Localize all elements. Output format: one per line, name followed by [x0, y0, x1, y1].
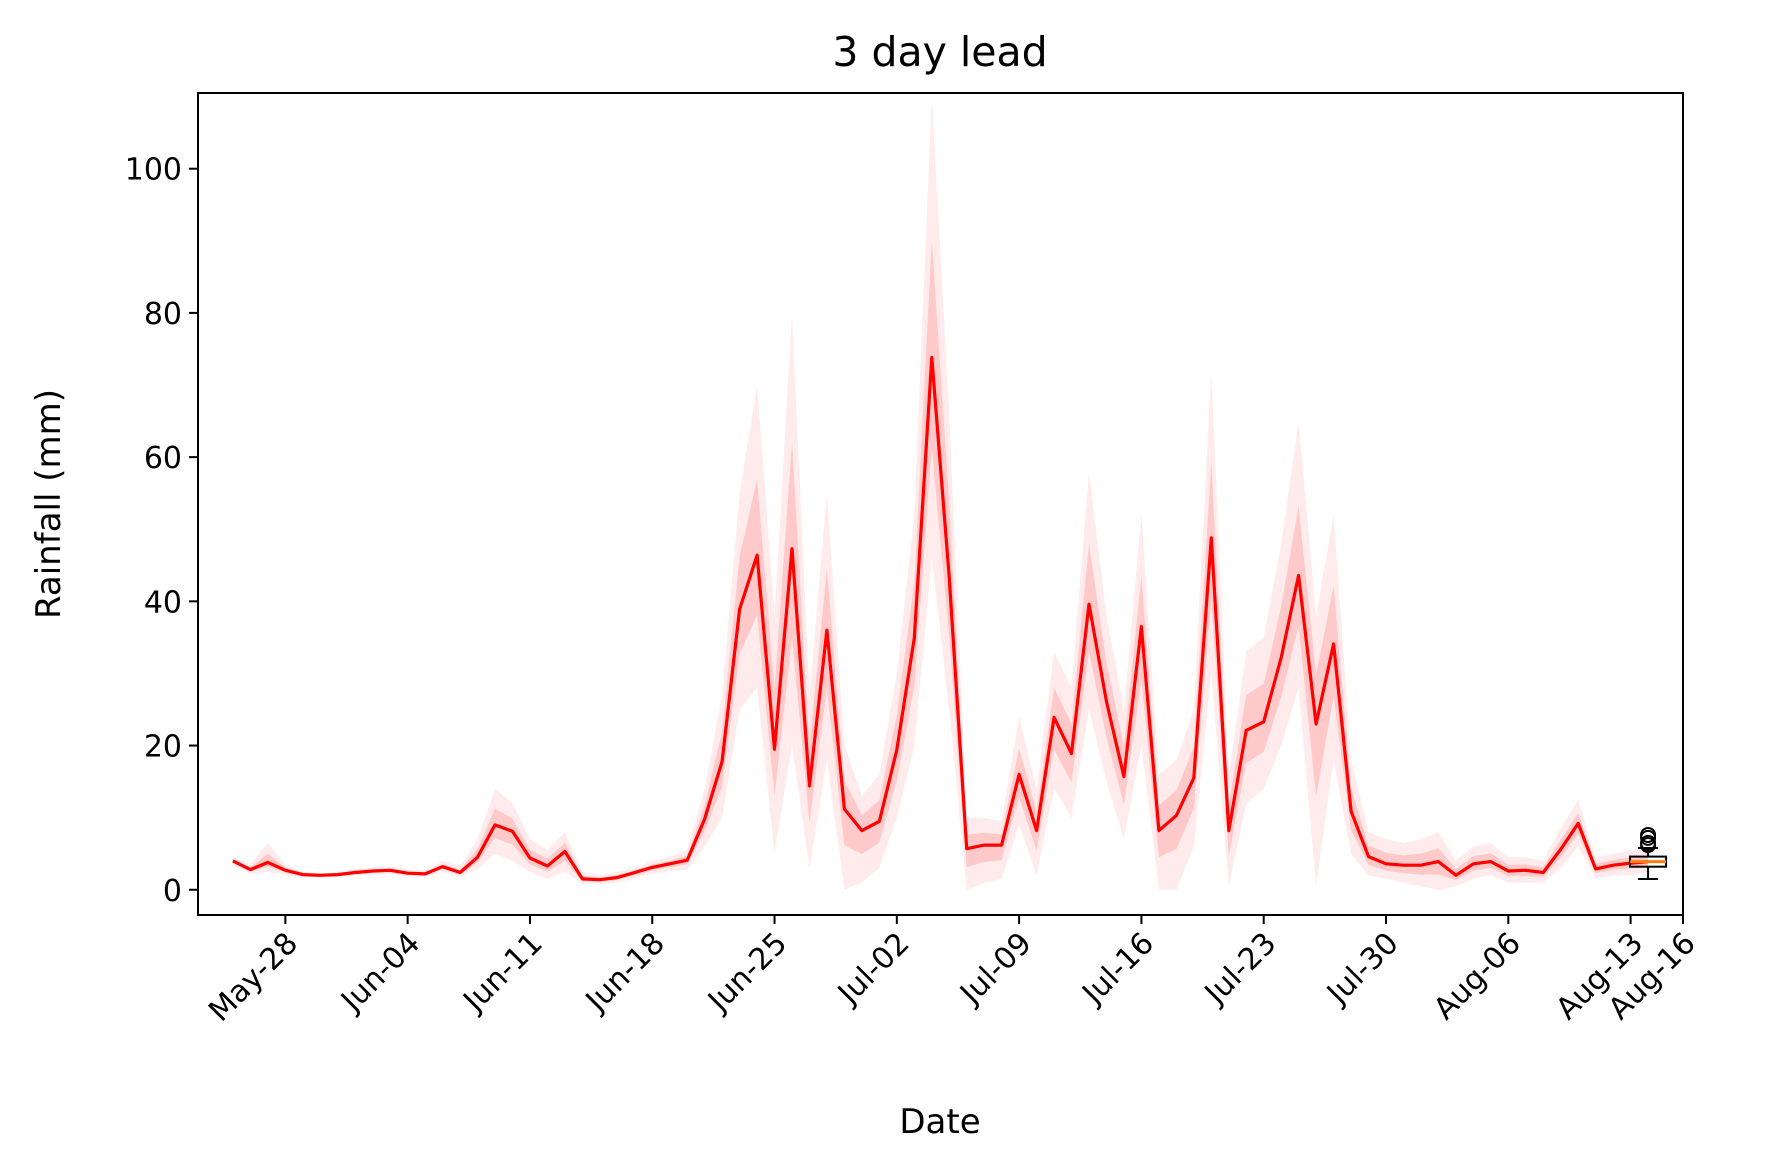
x-tick-label: Jul-09	[952, 926, 1038, 1012]
x-tick-label: Jun-18	[578, 926, 672, 1020]
ensemble-outer-band	[232, 96, 1649, 890]
y-axis-ticks: 0 20 40 60 80 100	[125, 153, 198, 909]
ensemble-band-layer	[232, 96, 1649, 890]
chart-title: 3 day lead	[832, 28, 1047, 76]
x-tick-label: Jul-16	[1075, 926, 1161, 1012]
y-tick-label: 40	[144, 585, 182, 620]
x-tick-label: Jun-04	[333, 926, 427, 1020]
x-tick-label: Jul-30	[1319, 926, 1405, 1012]
plot-frame	[197, 92, 1684, 916]
boxplot-flier-3	[1640, 826, 1657, 843]
series-line-layer	[232, 356, 1649, 882]
boxplot-flier-1	[1640, 834, 1657, 851]
x-tick-label: Jun-11	[456, 926, 550, 1020]
series-line	[232, 356, 1649, 882]
y-tick-label: 80	[144, 297, 182, 332]
x-axis-label: Date	[899, 1102, 980, 1142]
x-axis-ticks: May-28 Jun-04 Jun-11 Jun-18 Jun-25 Jul-02 Jul-…	[202, 915, 1703, 1029]
y-tick-label: 20	[144, 730, 182, 765]
x-tick-label: Jul-23	[1197, 926, 1283, 1012]
x-tick-label: Jul-02	[830, 926, 916, 1012]
boxplot-layer	[1629, 826, 1668, 880]
y-tick-label: 60	[144, 441, 182, 476]
x-tick-label: May-28	[202, 926, 305, 1029]
x-tick-label: Aug-06	[1427, 926, 1528, 1027]
y-tick-label: 100	[125, 153, 182, 188]
y-axis-label: Rainfall (mm)	[29, 389, 69, 619]
y-tick-label: 0	[163, 874, 182, 909]
x-tick-label: Jun-25	[700, 926, 794, 1020]
